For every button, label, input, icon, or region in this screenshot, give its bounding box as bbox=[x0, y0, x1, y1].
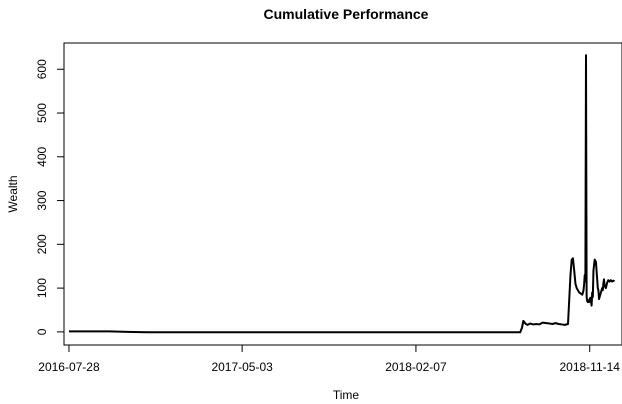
y-tick-label: 200 bbox=[35, 234, 49, 254]
x-axis: 2016-07-28 2017-05-03 2018-02-07 2018-11-14 bbox=[38, 345, 620, 374]
x-tick-label: 2018-11-14 bbox=[559, 360, 620, 374]
x-axis-label: Time bbox=[333, 388, 360, 402]
chart-title: Cumulative Performance bbox=[264, 6, 429, 22]
y-tick-label: 0 bbox=[35, 328, 49, 335]
y-axis-label: Wealth bbox=[6, 175, 20, 212]
y-tick-label: 500 bbox=[35, 103, 49, 123]
plot-frame bbox=[63, 42, 622, 346]
wealth-series-line bbox=[68, 54, 615, 334]
y-tick-label: 400 bbox=[35, 146, 49, 166]
x-tick-label: 2017-05-03 bbox=[211, 360, 273, 374]
y-tick-label: 600 bbox=[35, 59, 49, 79]
x-tick-label: 2016-07-28 bbox=[38, 360, 100, 374]
y-tick-label: 100 bbox=[35, 278, 49, 298]
x-tick-label: 2018-02-07 bbox=[385, 360, 447, 374]
y-tick-label: 300 bbox=[35, 190, 49, 210]
y-axis: 0 100 200 300 400 500 600 bbox=[35, 59, 64, 335]
